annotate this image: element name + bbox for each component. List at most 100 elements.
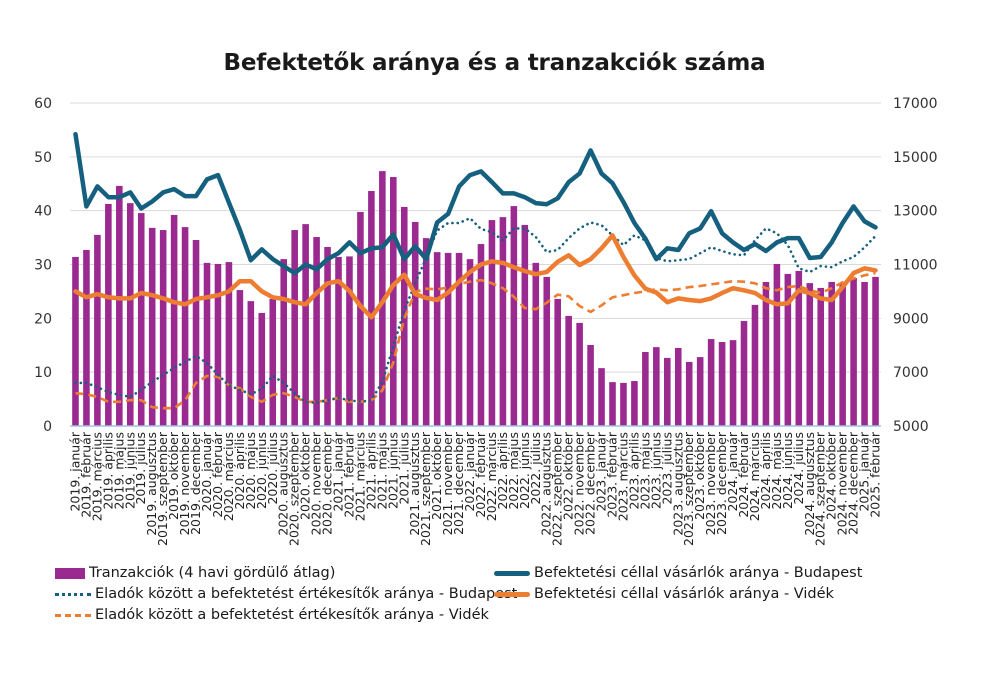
transaction-bar	[258, 312, 266, 426]
transaction-bar	[762, 281, 770, 426]
y-right-tick-label: 11000	[893, 258, 938, 274]
x-tick-label: 2024. július	[791, 432, 806, 505]
legend-item-sellers-videk: Eladók között a befektetést értékesítők …	[55, 605, 489, 625]
transaction-bar	[576, 322, 583, 426]
x-tick-label: 2025. február	[868, 431, 883, 518]
x-tick-label: 2021. április	[363, 432, 378, 509]
transaction-bar	[291, 230, 298, 426]
transaction-bar	[817, 287, 825, 426]
transaction-bar	[653, 347, 660, 426]
y-left-tick-label: 10	[34, 365, 52, 381]
legend-bar-swatch-icon	[55, 567, 85, 579]
x-tick-label: 2024. április	[758, 432, 773, 509]
x-tick-label: 2023. augusztus	[670, 432, 685, 536]
transaction-bar	[554, 298, 561, 426]
transaction-bar	[181, 227, 189, 426]
x-tick-label: 2024. augusztus	[802, 432, 817, 536]
transaction-bar	[839, 283, 846, 426]
transaction-bar	[466, 259, 474, 426]
transaction-bar	[444, 252, 452, 426]
x-tick-label: 2020. január	[199, 431, 214, 511]
x-tick-label: 2023. december	[714, 431, 729, 535]
transaction-bar	[740, 321, 748, 426]
transaction-bar	[105, 203, 112, 426]
legend-dashed-line-icon	[55, 613, 91, 617]
x-tick-label: 2022. december	[583, 431, 598, 535]
transaction-bar	[609, 382, 616, 426]
x-tick-label: 2020. július	[265, 432, 280, 505]
transaction-bar	[390, 177, 397, 426]
chart-title: Befektetők aránya és a tranzakciók száma	[223, 50, 766, 76]
x-tick-label: 2021. szeptember	[418, 431, 433, 546]
transaction-bar	[587, 344, 594, 426]
x-tick-label: 2024. szeptember	[813, 431, 828, 546]
transaction-bar	[499, 217, 507, 426]
x-tick-label: 2021. január	[331, 431, 346, 511]
transaction-bar	[795, 270, 803, 426]
y-right-tick-label: 9000	[893, 311, 929, 327]
x-tick-label: 2022. március	[484, 432, 499, 521]
transaction-bar	[335, 256, 342, 426]
x-tick-label: 2020. december	[320, 431, 335, 535]
transaction-bar	[346, 256, 353, 426]
x-tick-label: 2022. augusztus	[539, 432, 554, 536]
transaction-bar	[433, 252, 441, 426]
x-tick-label: 2023. szeptember	[681, 431, 696, 546]
transaction-bar	[631, 381, 638, 426]
x-tick-label: 2021. február	[341, 431, 356, 518]
gridlines	[70, 102, 881, 373]
legend-item-sellers-budapest: Eladók között a befektetést értékesítők …	[55, 584, 517, 604]
transaction-bar	[411, 221, 419, 426]
transaction-bar	[72, 256, 79, 426]
transaction-bar	[126, 203, 134, 426]
x-tick-label: 2019. október	[166, 431, 181, 520]
transaction-bar	[83, 249, 90, 426]
y-right-tick-label: 17000	[893, 96, 938, 112]
x-tick-label: 2022. január	[462, 431, 477, 511]
x-tick-label: 2019. március	[89, 432, 104, 521]
x-tick-label: 2020. szeptember	[287, 431, 302, 546]
x-tick-label: 2022. április	[495, 432, 510, 509]
y-left-tick-label: 60	[34, 96, 52, 112]
transaction-bar	[455, 252, 463, 426]
transaction-bar	[269, 298, 277, 426]
transaction-bar	[137, 213, 145, 426]
x-tick-label: 2024. május	[769, 432, 784, 510]
line-sellers-videk	[75, 271, 876, 410]
x-tick-label: 2020. június	[254, 432, 269, 509]
x-tick-label: 2022. november	[572, 431, 587, 535]
y-left-tick-label: 30	[34, 258, 52, 274]
x-tick-label: 2022. február	[473, 431, 488, 518]
x-tick-label: 2024. március	[747, 432, 762, 521]
y-right-tick-label: 15000	[893, 150, 938, 166]
legend-solid-line-icon	[494, 591, 530, 597]
line-sellers-budapest	[74, 216, 877, 405]
y-right-tick-label: 7000	[893, 365, 929, 381]
transaction-bar	[784, 273, 792, 426]
tick-labels: 0 10 20 30 40 50 60 5000 7000 9000 11000 13000 15000…	[34, 96, 937, 546]
y-left-tick-label: 0	[43, 419, 52, 435]
x-tick-label: 2020. április	[232, 432, 247, 509]
x-tick-label: 2019. szeptember	[155, 431, 170, 546]
transaction-bar	[214, 263, 222, 426]
transaction-bar	[225, 262, 233, 426]
transaction-bar	[729, 340, 737, 426]
transaction-bar	[236, 290, 244, 426]
x-tick-label: 2019. június	[122, 432, 137, 509]
transaction-bar	[247, 301, 255, 426]
x-tick-label: 2024. november	[835, 431, 850, 535]
x-tick-label: 2023. június	[648, 432, 663, 509]
x-tick-label: 2019. április	[100, 432, 115, 509]
transaction-bar	[148, 227, 156, 426]
x-tick-label: 2021. november	[440, 431, 455, 535]
legend-label: Eladók között a befektetést értékesítők …	[95, 586, 518, 602]
legend-label: Befektetési céllal vásárlók aránya - Vid…	[534, 586, 834, 602]
transaction-bar	[620, 382, 627, 426]
x-tick-label: 2021. március	[352, 432, 367, 521]
transaction-bar	[170, 214, 178, 426]
x-tick-label: 2020. március	[221, 432, 236, 521]
x-tick-label: 2022. július	[528, 432, 543, 505]
x-tick-label: 2023. október	[692, 431, 707, 520]
transaction-bar	[751, 304, 759, 426]
transaction-bar	[368, 191, 375, 426]
